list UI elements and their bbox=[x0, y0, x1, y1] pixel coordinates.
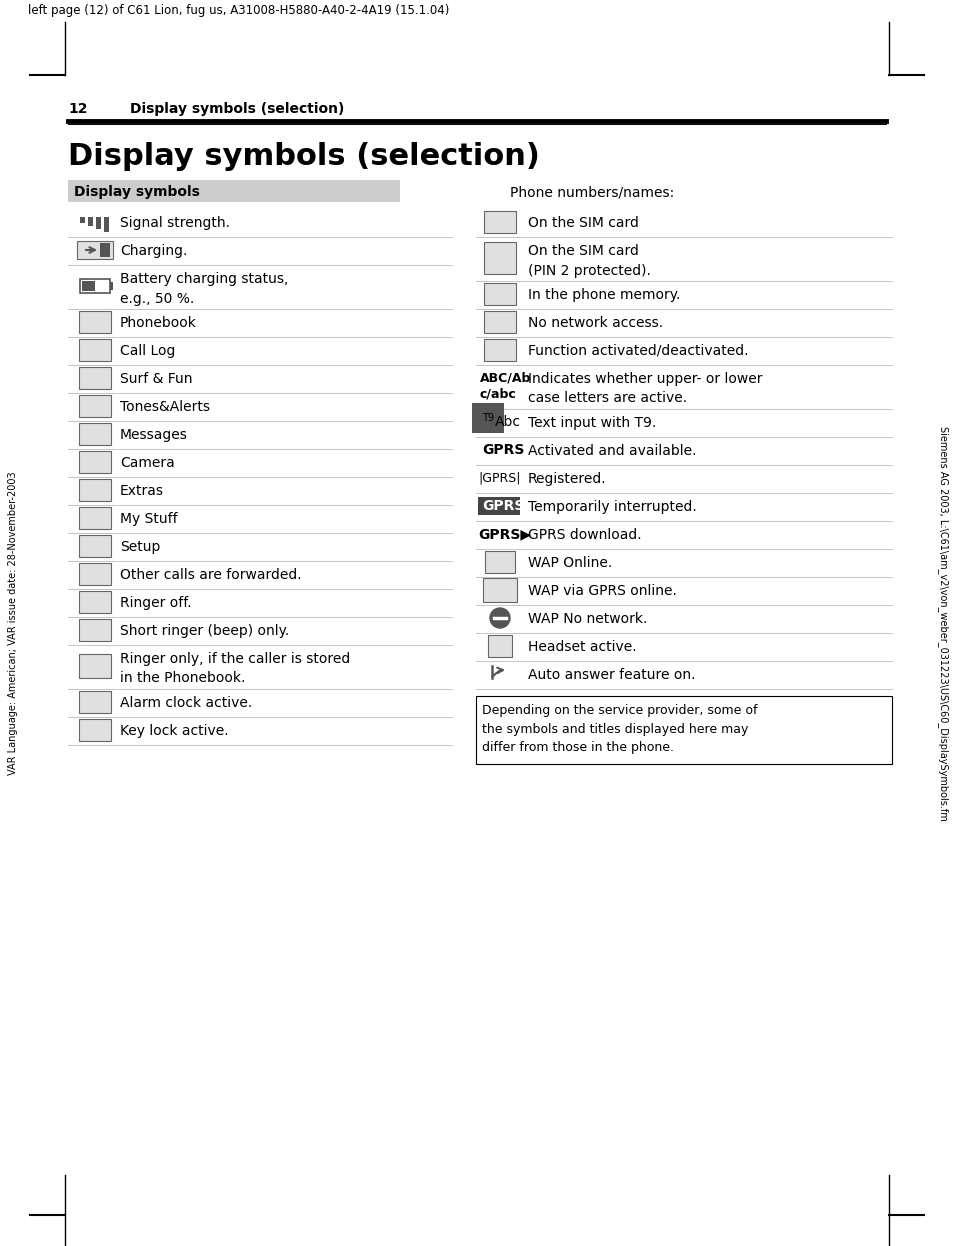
FancyBboxPatch shape bbox=[483, 242, 516, 274]
Text: On the SIM card: On the SIM card bbox=[527, 216, 639, 231]
FancyBboxPatch shape bbox=[484, 551, 515, 573]
Text: Surf & Fun: Surf & Fun bbox=[120, 373, 193, 386]
Text: Phone numbers/names:: Phone numbers/names: bbox=[510, 184, 674, 199]
Text: Indicates whether upper- or lower
case letters are active.: Indicates whether upper- or lower case l… bbox=[527, 373, 761, 405]
FancyBboxPatch shape bbox=[79, 535, 111, 557]
FancyBboxPatch shape bbox=[79, 339, 111, 361]
FancyBboxPatch shape bbox=[100, 243, 110, 257]
Text: Auto answer feature on.: Auto answer feature on. bbox=[527, 668, 695, 682]
FancyBboxPatch shape bbox=[483, 283, 516, 305]
Text: 12: 12 bbox=[68, 102, 88, 116]
FancyBboxPatch shape bbox=[79, 719, 111, 741]
FancyBboxPatch shape bbox=[476, 697, 891, 764]
Text: |GPRS|: |GPRS| bbox=[477, 471, 520, 485]
Text: Alarm clock active.: Alarm clock active. bbox=[120, 697, 252, 710]
FancyBboxPatch shape bbox=[110, 282, 112, 290]
FancyBboxPatch shape bbox=[488, 635, 512, 657]
FancyBboxPatch shape bbox=[483, 312, 516, 333]
FancyBboxPatch shape bbox=[79, 312, 111, 333]
FancyBboxPatch shape bbox=[79, 422, 111, 445]
Circle shape bbox=[490, 608, 510, 628]
FancyBboxPatch shape bbox=[79, 451, 111, 473]
Text: Display symbols (selection): Display symbols (selection) bbox=[130, 102, 344, 116]
Text: Short ringer (beep) only.: Short ringer (beep) only. bbox=[120, 624, 289, 638]
Text: Ringer only, if the caller is stored
in the Phonebook.: Ringer only, if the caller is stored in … bbox=[120, 652, 350, 685]
FancyBboxPatch shape bbox=[88, 217, 92, 226]
Text: VAR Language: American; VAR issue date: 28-November-2003: VAR Language: American; VAR issue date: … bbox=[8, 471, 18, 775]
Text: Other calls are forwarded.: Other calls are forwarded. bbox=[120, 568, 301, 582]
Text: Display symbols (selection): Display symbols (selection) bbox=[68, 142, 539, 171]
Text: Signal strength.: Signal strength. bbox=[120, 216, 230, 231]
Text: Display symbols: Display symbols bbox=[74, 184, 200, 199]
FancyBboxPatch shape bbox=[79, 619, 111, 640]
FancyBboxPatch shape bbox=[77, 240, 112, 259]
FancyBboxPatch shape bbox=[79, 368, 111, 389]
Text: Camera: Camera bbox=[120, 456, 174, 470]
FancyBboxPatch shape bbox=[483, 339, 516, 361]
Text: Abc: Abc bbox=[495, 415, 520, 429]
Text: Text input with T9.: Text input with T9. bbox=[527, 416, 656, 430]
Text: Key lock active.: Key lock active. bbox=[120, 724, 229, 738]
Text: ABC/Ab
c/abc: ABC/Ab c/abc bbox=[479, 371, 531, 400]
Text: Extras: Extras bbox=[120, 483, 164, 498]
FancyBboxPatch shape bbox=[80, 217, 85, 223]
Text: GPRS▶: GPRS▶ bbox=[477, 527, 531, 541]
Text: Messages: Messages bbox=[120, 427, 188, 442]
Text: Temporarily interrupted.: Temporarily interrupted. bbox=[527, 500, 696, 515]
Text: Call Log: Call Log bbox=[120, 344, 175, 358]
Text: WAP via GPRS online.: WAP via GPRS online. bbox=[527, 584, 677, 598]
Text: WAP Online.: WAP Online. bbox=[527, 556, 612, 569]
Text: On the SIM card
(PIN 2 protected).: On the SIM card (PIN 2 protected). bbox=[527, 244, 650, 278]
Text: Battery charging status,
e.g., 50 %.: Battery charging status, e.g., 50 %. bbox=[120, 272, 288, 305]
Text: Function activated/deactivated.: Function activated/deactivated. bbox=[527, 344, 748, 358]
FancyBboxPatch shape bbox=[477, 497, 519, 515]
Text: Phonebook: Phonebook bbox=[120, 316, 196, 330]
Text: Headset active.: Headset active. bbox=[527, 640, 636, 654]
Text: Registered.: Registered. bbox=[527, 472, 606, 486]
Text: Setup: Setup bbox=[120, 540, 160, 554]
Text: No network access.: No network access. bbox=[527, 316, 662, 330]
Text: T9: T9 bbox=[481, 412, 494, 422]
FancyBboxPatch shape bbox=[79, 478, 111, 501]
Text: Siemens AG 2003, L:\C61\am_v2\von_weber_031223\US\C60_DisplaySymbols.fm: Siemens AG 2003, L:\C61\am_v2\von_weber_… bbox=[937, 426, 947, 820]
Text: left page (12) of C61 Lion, fug us, A31008-H5880-A40-2-4A19 (15.1.04): left page (12) of C61 Lion, fug us, A310… bbox=[28, 4, 449, 17]
Text: In the phone memory.: In the phone memory. bbox=[527, 288, 679, 302]
FancyBboxPatch shape bbox=[79, 654, 111, 678]
FancyBboxPatch shape bbox=[82, 282, 95, 292]
Text: WAP No network.: WAP No network. bbox=[527, 612, 647, 625]
Text: GPRS: GPRS bbox=[481, 498, 524, 513]
FancyBboxPatch shape bbox=[68, 179, 399, 202]
FancyBboxPatch shape bbox=[483, 211, 516, 233]
Text: Depending on the service provider, some of
the symbols and titles displayed here: Depending on the service provider, some … bbox=[481, 704, 757, 754]
FancyBboxPatch shape bbox=[79, 692, 111, 713]
Text: Ringer off.: Ringer off. bbox=[120, 596, 192, 611]
FancyBboxPatch shape bbox=[79, 591, 111, 613]
Text: GPRS download.: GPRS download. bbox=[527, 528, 641, 542]
FancyBboxPatch shape bbox=[79, 507, 111, 530]
Text: My Stuff: My Stuff bbox=[120, 512, 177, 526]
Text: Charging.: Charging. bbox=[120, 244, 187, 258]
FancyBboxPatch shape bbox=[482, 578, 517, 602]
FancyBboxPatch shape bbox=[80, 279, 110, 293]
FancyBboxPatch shape bbox=[79, 563, 111, 586]
FancyBboxPatch shape bbox=[104, 217, 109, 232]
FancyBboxPatch shape bbox=[79, 395, 111, 417]
Text: GPRS: GPRS bbox=[481, 444, 524, 457]
FancyBboxPatch shape bbox=[96, 217, 101, 228]
Text: Tones&Alerts: Tones&Alerts bbox=[120, 400, 210, 414]
Text: Activated and available.: Activated and available. bbox=[527, 444, 696, 459]
